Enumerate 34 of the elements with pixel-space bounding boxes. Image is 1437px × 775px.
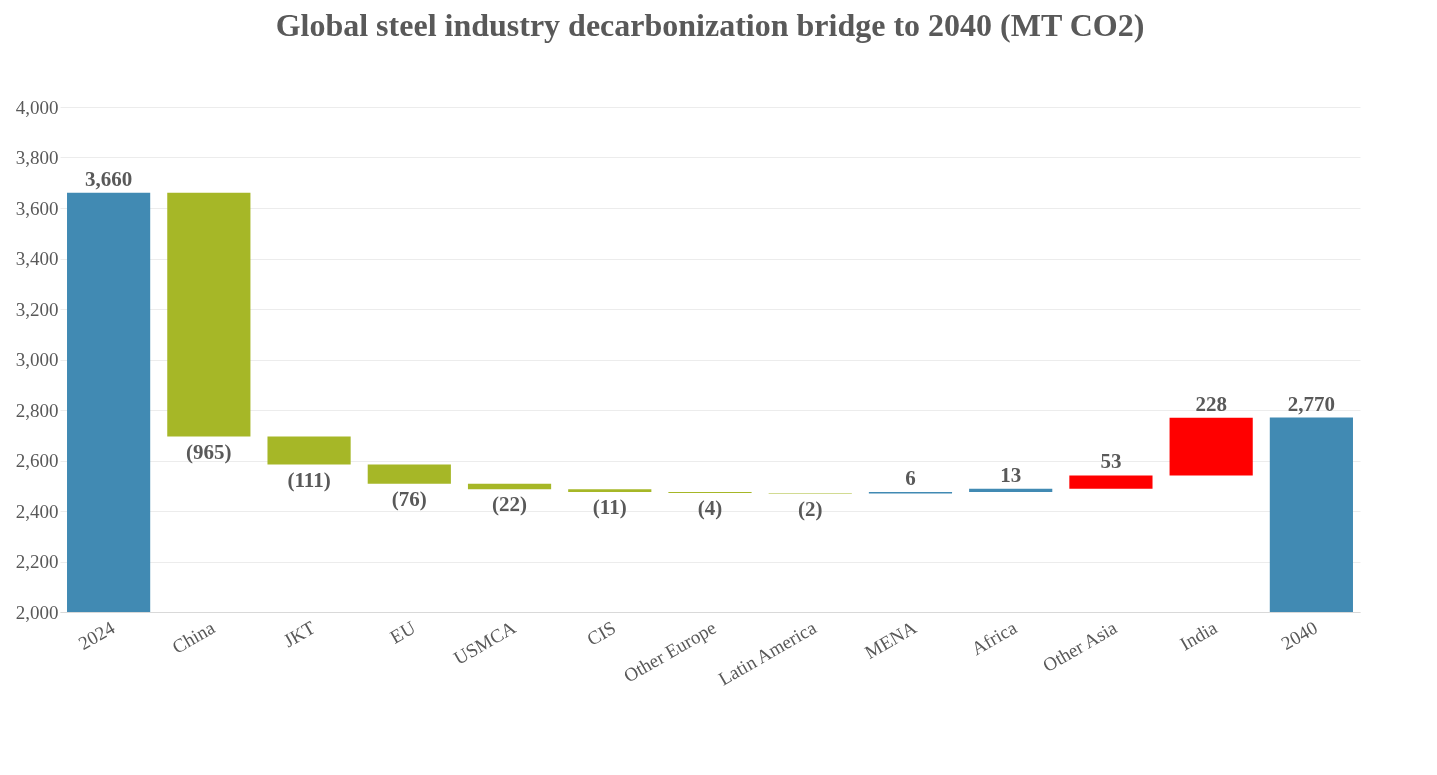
data-label: (22) [492,492,528,517]
data-label: 6 [905,466,916,491]
data-label: 228 [1195,391,1227,416]
y-tick-label: 4,000 [15,96,59,118]
x-tick-label: India [1176,616,1222,655]
chart-title: Global steel industry decarbonization bridge to 2040 (MT CO2) [275,7,1145,43]
data-label: (11) [592,495,627,520]
y-tick-label: 3,400 [15,248,59,269]
y-tick-label: 3,600 [15,197,59,219]
data-label: 3,660 [84,166,133,191]
data-label: (2) [797,496,823,521]
data-label: (76) [391,486,427,511]
y-tick-label: 2,400 [15,500,59,522]
x-tick-label: Africa [967,616,1021,660]
x-tick-label: 2024 [74,616,119,654]
x-tick-label: China [168,616,219,658]
y-tick-label: 2,800 [15,399,59,421]
data-label: (4) [697,496,723,521]
y-tick-label: 2,600 [15,450,59,471]
x-tick-label: CIS [583,616,620,650]
x-tick-label: JKT [279,616,319,652]
y-tick-label: 3,200 [15,298,59,320]
x-tick-label: Other Asia [1039,616,1121,676]
data-label: 2,770 [1287,391,1336,416]
x-tick-label: 2040 [1277,616,1321,654]
data-label: (965) [186,439,232,464]
data-label: (111) [287,467,331,492]
x-tick-label: EU [386,616,420,648]
y-tick-label: 2,000 [15,601,59,623]
data-label: 13 [1000,462,1022,487]
y-tick-label: 3,800 [15,147,59,168]
y-tick-label: 2,200 [15,551,59,572]
data-label: 53 [1100,449,1122,474]
y-tick-label: 3,000 [15,349,59,370]
